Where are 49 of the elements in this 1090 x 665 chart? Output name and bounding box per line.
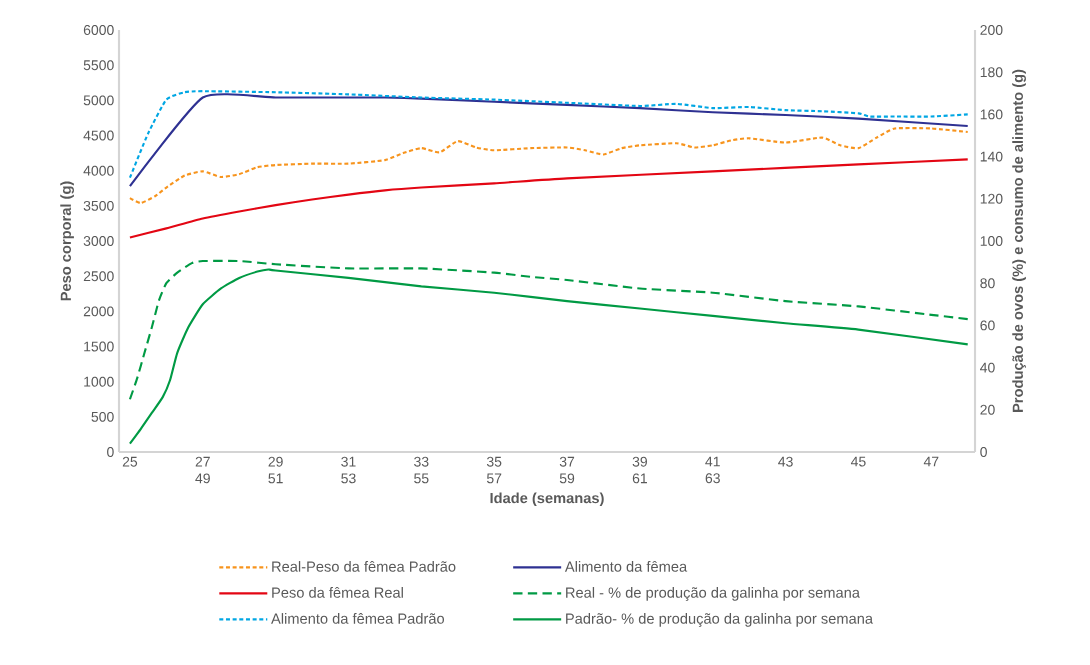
- x-axis-title: Idade (semanas): [490, 492, 604, 507]
- legend-label: Alimento da fêmea Padrão: [271, 613, 445, 624]
- y2-tick-label: 60: [980, 320, 995, 331]
- line-series: [128, 268, 969, 445]
- y-tick-label: 5000: [83, 95, 114, 106]
- x-tick-label: 31 53: [341, 456, 356, 484]
- x-tick-label: 29 51: [268, 456, 283, 484]
- y2-tick-label: 0: [980, 447, 987, 457]
- y-tick-label: 1500: [84, 341, 114, 352]
- x-tick-label: 33 55: [414, 456, 429, 484]
- x-tick-label: 25: [122, 456, 138, 467]
- line-series: [128, 158, 969, 239]
- x-tick-label: 45: [850, 456, 866, 467]
- legend-label: Alimento da fêmea: [564, 561, 688, 572]
- y-tick-label: 3000: [83, 236, 114, 246]
- y-tick-label: 2000: [83, 306, 114, 317]
- y2-tick-label: 20: [980, 404, 995, 415]
- x-tick-label: 39 61: [632, 456, 647, 484]
- line-series: [128, 259, 969, 401]
- y-tick-label: 4000: [83, 165, 114, 176]
- y2-tick-label: 120: [980, 193, 1003, 204]
- x-tick-label: 47: [923, 456, 939, 467]
- y2-tick-label: 160: [980, 109, 1003, 120]
- y2-tick-label: 40: [980, 362, 995, 373]
- y2-tick-label: 180: [980, 67, 1003, 78]
- x-tick-label: 43: [778, 456, 793, 467]
- y2-tick-label: 100: [980, 236, 1003, 246]
- x-tick-label: 37 59: [559, 456, 575, 484]
- y2-tick-label: 200: [980, 25, 1003, 35]
- y-tick-label: 0: [107, 447, 114, 457]
- x-tick-label: 41 63: [705, 456, 720, 484]
- y2-tick-label: 80: [980, 278, 995, 289]
- line-series: [128, 127, 969, 205]
- y-tick-label: 5500: [83, 60, 114, 71]
- y-tick-label: 1000: [84, 376, 114, 387]
- y2-tick-label: 140: [980, 151, 1003, 162]
- legend-label: Real - % de produção da galinha por semana: [566, 587, 860, 601]
- y-tick-label: 2500: [83, 271, 114, 282]
- y-tick-label: 4500: [83, 130, 114, 141]
- y-tick-label: 500: [91, 411, 114, 422]
- y-tick-label: 3500: [83, 200, 114, 211]
- y-tick-label: 6000: [83, 25, 114, 35]
- y2-axis-title: Produção de ovos (%) e consumo de alimento (g): [1012, 69, 1026, 412]
- legend-label: Peso da fêmea Real: [272, 587, 403, 598]
- y-axis-title: Peso corporal (g): [60, 181, 74, 301]
- x-tick-label: 27 49: [195, 456, 210, 484]
- legend-label: Real-Peso da fêmea Padrão: [272, 561, 456, 572]
- x-tick-label: 35 57: [486, 456, 502, 484]
- legend-label: Padrão- % de produção da galinha por semana: [566, 613, 874, 627]
